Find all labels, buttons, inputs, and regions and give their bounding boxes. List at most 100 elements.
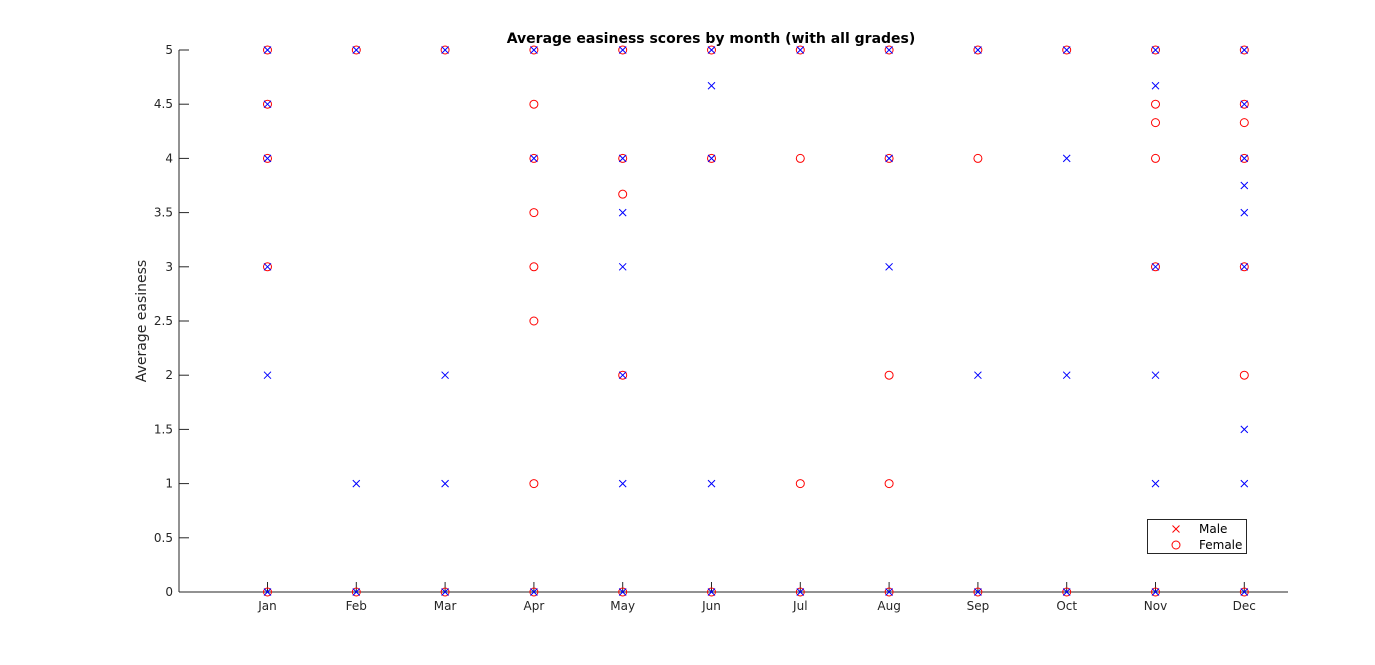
x-tick-label: Apr [524, 599, 545, 613]
male-point [707, 46, 716, 54]
female-point [529, 262, 539, 272]
male-point [1240, 46, 1249, 54]
female-point [529, 479, 539, 489]
male-point [707, 588, 716, 596]
male-point [1151, 371, 1160, 380]
male-point [885, 154, 893, 163]
x-tick-label: Jul [792, 599, 807, 613]
female-point [1239, 45, 1249, 55]
legend-female-label: Female [1199, 538, 1242, 552]
male-point [1151, 81, 1160, 90]
legend-female-marker [1171, 540, 1181, 550]
male-point [1240, 181, 1249, 190]
female-point [263, 587, 272, 597]
male-point [1240, 262, 1249, 271]
male-point [618, 479, 627, 488]
female-point [884, 479, 894, 489]
male-point [441, 371, 449, 380]
x-tick-label: Dec [1233, 599, 1256, 613]
female-point [263, 262, 272, 272]
male-point [1151, 262, 1160, 271]
male-point [1151, 46, 1160, 54]
female-point [618, 587, 628, 597]
x-tick-label: Sep [967, 599, 990, 613]
x-tick-label: Nov [1144, 599, 1167, 613]
female-point [1151, 153, 1160, 163]
male-point [885, 262, 893, 271]
female-point [440, 45, 450, 55]
female-point [707, 153, 716, 163]
female-point [618, 189, 628, 199]
y-tick-label: 1 [165, 477, 173, 491]
x-tick-label: Oct [1056, 599, 1077, 613]
male-point [1240, 425, 1249, 434]
male-point [1151, 588, 1160, 596]
y-tick-label: 3 [165, 260, 173, 274]
legend-male-marker [1172, 525, 1180, 533]
series-female [263, 45, 1249, 597]
male-point [263, 371, 272, 380]
male-point [352, 46, 361, 54]
female-point [1062, 587, 1072, 597]
male-point [618, 154, 627, 163]
female-point [529, 208, 539, 218]
chart-title: Average easiness scores by month (with a… [507, 31, 916, 47]
male-point [1062, 371, 1071, 380]
female-point [529, 99, 539, 109]
male-point [796, 588, 805, 596]
male-point [974, 46, 982, 54]
female-point [973, 587, 983, 597]
female-point [1062, 45, 1072, 55]
y-tick-label: 5 [165, 43, 173, 57]
y-axis-label: Average easiness [134, 260, 150, 382]
male-point [885, 46, 893, 54]
male-point [530, 46, 538, 54]
male-point [530, 588, 538, 596]
male-point [441, 46, 449, 54]
male-point [618, 588, 627, 596]
female-point [263, 99, 272, 109]
male-point [618, 46, 627, 54]
female-point [1151, 99, 1160, 109]
male-point [618, 262, 627, 271]
female-point [263, 153, 272, 163]
female-point [795, 479, 805, 489]
female-point [618, 370, 628, 380]
female-point [884, 45, 894, 55]
male-point [352, 479, 361, 488]
x-tick-label: Mar [434, 599, 457, 613]
female-point [973, 45, 983, 55]
female-point [884, 153, 894, 163]
series-male [263, 46, 1249, 596]
male-point [1240, 208, 1249, 217]
male-point [1062, 46, 1071, 54]
male-point [974, 371, 982, 380]
female-point [1239, 118, 1249, 128]
female-point [707, 587, 716, 597]
y-tick-label: 0 [165, 585, 173, 599]
y-tick-label: 3.5 [154, 206, 173, 220]
female-point [1151, 587, 1160, 597]
male-point [441, 479, 449, 488]
female-point [1239, 587, 1249, 597]
male-point [1151, 479, 1160, 488]
female-point [529, 153, 539, 163]
y-tick-label: 4 [165, 151, 173, 165]
female-point [1151, 118, 1160, 128]
male-point [1240, 479, 1249, 488]
x-tick-label: Feb [346, 599, 367, 613]
female-point [707, 45, 716, 55]
male-point [263, 588, 272, 596]
female-point [351, 587, 361, 597]
male-point [974, 588, 982, 596]
male-point [263, 154, 272, 163]
axes: 0 0.5 1 1.5 2 2.5 3 3.5 4 4.5 5 Jan Feb Mar Apr May Jun J… [154, 43, 1288, 613]
male-point [618, 208, 627, 217]
male-point [707, 479, 716, 488]
female-point [795, 587, 805, 597]
y-tick-label: 2.5 [154, 314, 173, 328]
male-point [530, 154, 538, 163]
female-point [1239, 262, 1249, 272]
male-point [1062, 154, 1071, 163]
